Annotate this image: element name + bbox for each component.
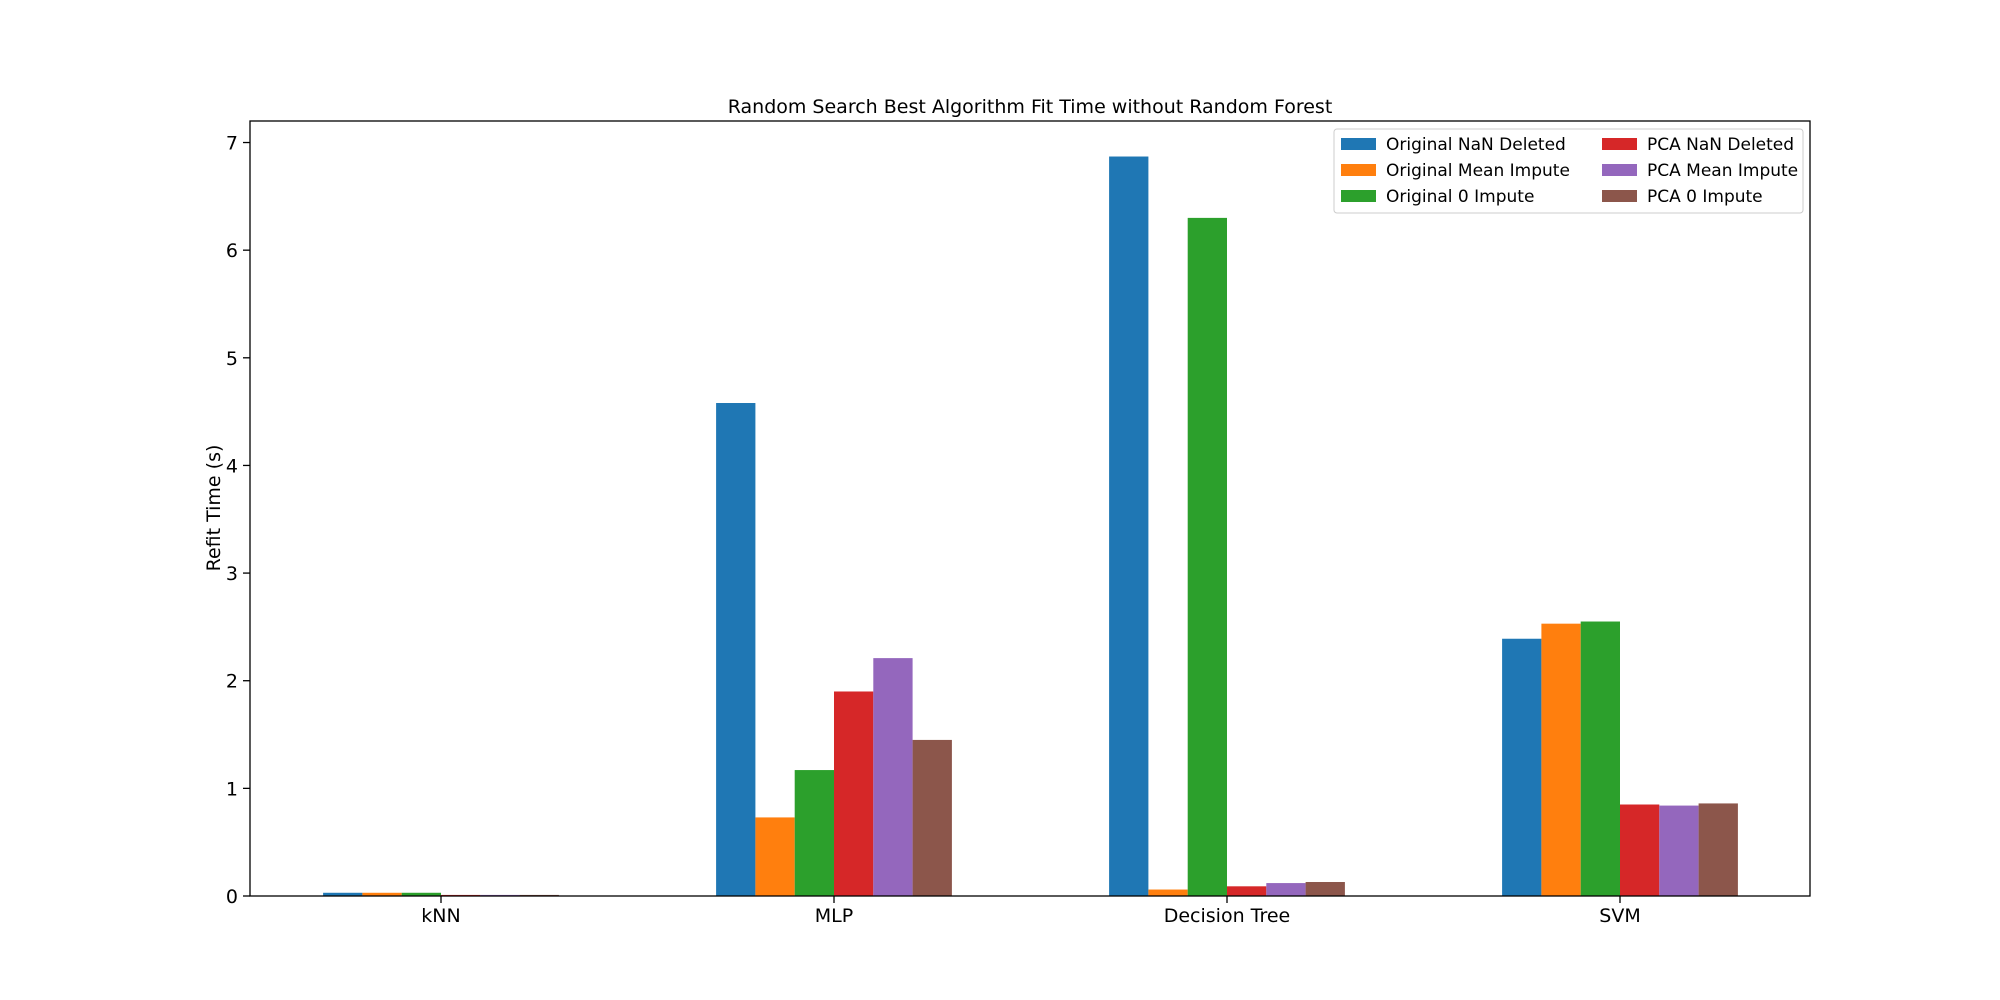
bar-1-2 bbox=[1148, 889, 1188, 896]
chart-title: Random Search Best Algorithm Fit Time wi… bbox=[728, 96, 1333, 118]
y-tick-label: 5 bbox=[226, 348, 238, 370]
x-tick-label: kNN bbox=[421, 905, 460, 927]
legend-label: PCA 0 Impute bbox=[1647, 187, 1763, 207]
bar-0-1 bbox=[716, 403, 756, 896]
legend-label: PCA NaN Deleted bbox=[1647, 135, 1794, 155]
bar-5-3 bbox=[1698, 803, 1738, 896]
legend: Original NaN Deleted Original Mean Impute… bbox=[1333, 128, 1804, 214]
bar-5-1 bbox=[912, 739, 952, 896]
bar-4-1 bbox=[873, 658, 913, 896]
bar-3-2 bbox=[1227, 886, 1267, 896]
x-axis-ticks: kNN MLP Decision Tree SVM bbox=[421, 896, 1641, 927]
y-tick-label: 0 bbox=[226, 886, 238, 908]
plot-frame bbox=[249, 120, 1811, 897]
bar-2-2 bbox=[1187, 217, 1227, 897]
bar-3-1 bbox=[834, 691, 874, 896]
bars-group bbox=[323, 156, 1738, 897]
legend-label: PCA Mean Impute bbox=[1647, 161, 1798, 181]
bar-4-3 bbox=[1659, 805, 1699, 896]
bar-1-1 bbox=[755, 817, 795, 896]
bar-1-3 bbox=[1541, 623, 1581, 896]
bar-0-2 bbox=[1109, 156, 1149, 896]
legend-swatch bbox=[1341, 164, 1376, 176]
x-tick-label: SVM bbox=[1599, 905, 1640, 927]
bar-1-0 bbox=[362, 892, 402, 896]
y-tick-label: 3 bbox=[226, 563, 238, 585]
legend-swatch bbox=[1602, 164, 1637, 176]
legend-swatch bbox=[1341, 138, 1376, 150]
bar-2-1 bbox=[794, 770, 834, 896]
x-tick-label: MLP bbox=[815, 905, 853, 927]
y-tick-label: 6 bbox=[226, 240, 238, 262]
x-tick-label: Decision Tree bbox=[1164, 905, 1291, 927]
bar-2-0 bbox=[401, 892, 441, 896]
y-tick-label: 4 bbox=[226, 455, 238, 477]
y-tick-label: 1 bbox=[226, 778, 238, 800]
bar-4-2 bbox=[1266, 883, 1306, 896]
y-tick-label: 7 bbox=[226, 133, 238, 155]
bar-2-3 bbox=[1580, 621, 1620, 896]
legend-label: Original NaN Deleted bbox=[1386, 135, 1566, 155]
y-tick-label: 2 bbox=[226, 671, 238, 693]
bar-3-3 bbox=[1620, 804, 1660, 896]
bar-5-2 bbox=[1305, 882, 1345, 896]
legend-swatch bbox=[1602, 190, 1637, 202]
y-axis-label: Refit Time (s) bbox=[203, 445, 225, 572]
legend-label: Original Mean Impute bbox=[1386, 161, 1570, 181]
bar-0-0 bbox=[323, 892, 363, 896]
legend-swatch bbox=[1602, 138, 1637, 150]
legend-box bbox=[1333, 128, 1804, 214]
bar-0-3 bbox=[1502, 638, 1542, 896]
legend-swatch bbox=[1341, 190, 1376, 202]
legend-label: Original 0 Impute bbox=[1386, 187, 1534, 207]
y-axis-ticks: 0 1 2 3 4 5 6 7 bbox=[226, 133, 250, 908]
